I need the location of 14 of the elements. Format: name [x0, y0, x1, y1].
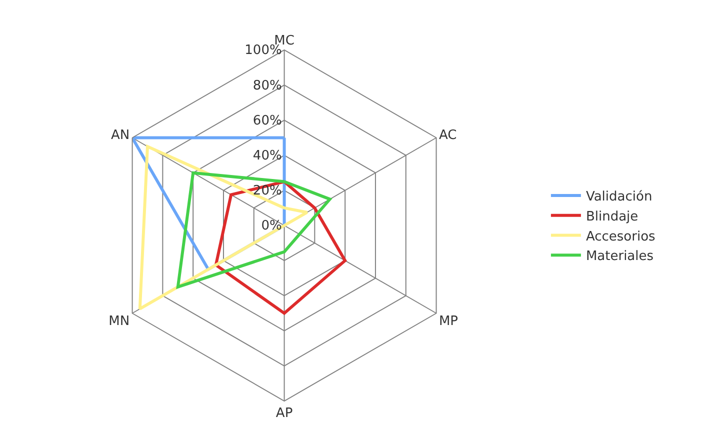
legend-label: Accesorios — [586, 229, 656, 244]
spoke-label: AC — [438, 128, 457, 143]
legend-label: Materiales — [586, 249, 654, 264]
y-tick-label: 0% — [261, 218, 282, 234]
legend-label: Blindaje — [586, 209, 638, 224]
y-tick-label: 20% — [252, 184, 282, 199]
y-tick-label: 60% — [252, 113, 282, 128]
y-tick-label: 40% — [252, 148, 282, 164]
y-tick-label: 80% — [252, 78, 282, 94]
legend-label: Validación — [586, 190, 652, 205]
spoke-label: MP — [438, 314, 458, 330]
spoke-label: MN — [108, 314, 130, 330]
spoke-label: AN — [110, 128, 130, 143]
spoke-label: AP — [276, 406, 293, 422]
